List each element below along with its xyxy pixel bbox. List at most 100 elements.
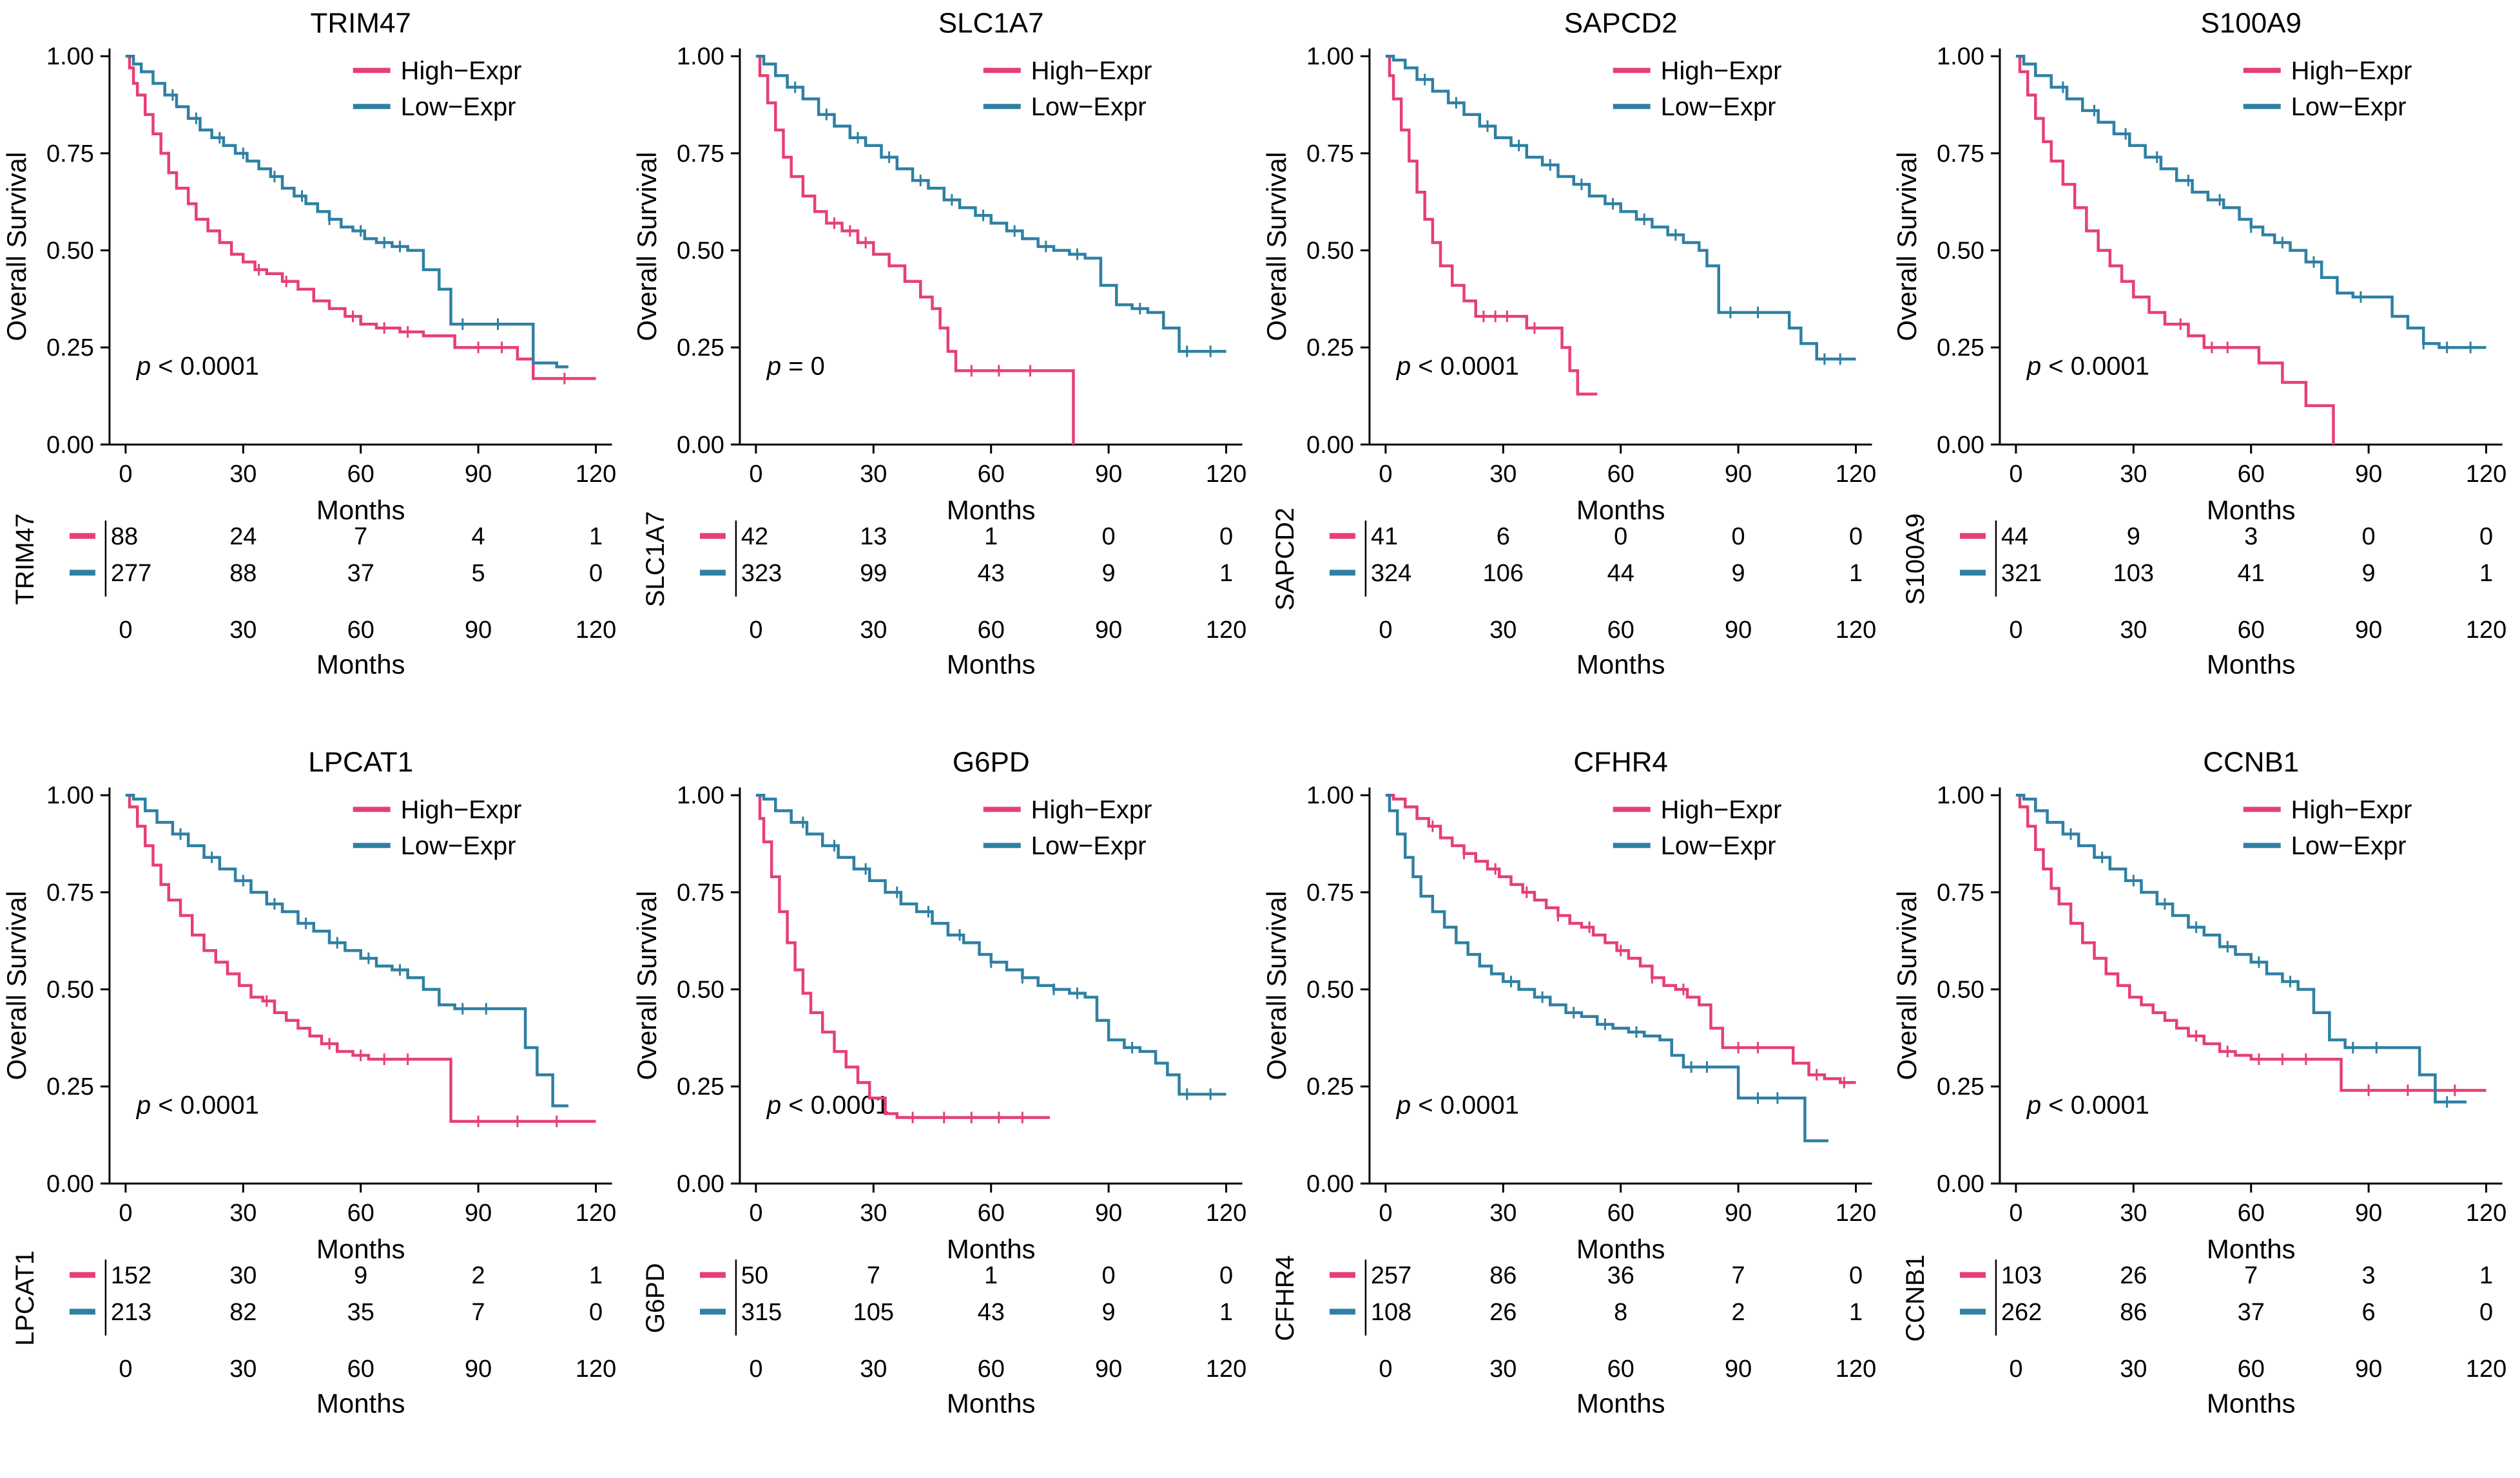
risk-count: 44 xyxy=(2001,523,2028,550)
x-axis-title: Months xyxy=(2206,495,2295,525)
x-axis-title: Months xyxy=(946,1234,1035,1264)
risk-count: 43 xyxy=(977,560,1004,587)
x-tick-label: 120 xyxy=(2465,1200,2506,1227)
risk-gene-label: G6PD xyxy=(641,1263,669,1333)
risk-count: 1 xyxy=(984,1262,998,1289)
survival-curve-low xyxy=(2015,54,2486,349)
risk-count: 105 xyxy=(853,1299,893,1326)
risk-x-tick-label: 90 xyxy=(1095,1356,1122,1383)
risk-count: 1 xyxy=(2479,560,2492,587)
risk-count: 0 xyxy=(1101,523,1115,550)
y-axis-title: Overall Survival xyxy=(1,891,32,1080)
risk-x-tick-label: 0 xyxy=(749,1356,762,1383)
y-tick-label: 0.25 xyxy=(1937,334,1984,361)
risk-gene-label: TRIM47 xyxy=(11,513,39,605)
risk-count: 6 xyxy=(2361,1299,2375,1326)
risk-x-tick-label: 60 xyxy=(977,1356,1004,1383)
p-value-label: p < 0.0001 xyxy=(2026,1091,2149,1119)
x-tick-label: 30 xyxy=(229,461,257,488)
x-axis-title: Months xyxy=(316,495,405,525)
risk-x-tick-label: 30 xyxy=(1489,1356,1517,1383)
risk-x-axis-title: Months xyxy=(2206,1388,2295,1419)
risk-count: 0 xyxy=(1732,523,1745,550)
risk-count: 315 xyxy=(741,1299,781,1326)
risk-x-tick-label: 0 xyxy=(119,1356,132,1383)
survival-curve-high xyxy=(2015,793,2486,1092)
y-tick-label: 0.50 xyxy=(677,977,724,1004)
risk-count: 9 xyxy=(354,1262,367,1289)
x-tick-label: 90 xyxy=(2355,1200,2382,1227)
y-tick-label: 0.75 xyxy=(1937,879,1984,907)
legend-label-low: Low−Expr xyxy=(1031,93,1146,121)
x-tick-label: 60 xyxy=(977,1200,1004,1227)
risk-count: 7 xyxy=(1732,1262,1745,1289)
legend-label-high: High−Expr xyxy=(1031,57,1152,85)
x-tick-label: 0 xyxy=(2009,461,2022,488)
x-tick-label: 90 xyxy=(1095,461,1122,488)
x-tick-label: 0 xyxy=(749,1200,762,1227)
panel-title: S100A9 xyxy=(2200,7,2301,39)
risk-x-tick-label: 0 xyxy=(1379,617,1392,644)
risk-x-tick-label: 0 xyxy=(2009,617,2022,644)
y-tick-label: 0.75 xyxy=(1937,140,1984,168)
y-tick-label: 1.00 xyxy=(1306,782,1354,809)
risk-count: 35 xyxy=(347,1299,374,1326)
risk-count: 7 xyxy=(354,523,367,550)
km-panel-TRIM47: TRIM47 0.00 0.25 0.50 0.75 1.00 0 30 60 90 120 Mont… xyxy=(1,7,616,679)
p-value-label: p < 0.0001 xyxy=(2026,352,2149,380)
risk-count: 277 xyxy=(111,560,151,587)
risk-count: 1 xyxy=(1849,1299,1863,1326)
survival-curve-high xyxy=(755,54,1075,445)
risk-x-axis-title: Months xyxy=(946,649,1035,680)
x-tick-label: 30 xyxy=(2120,461,2147,488)
risk-x-tick-label: 120 xyxy=(2465,617,2506,644)
risk-x-tick-label: 90 xyxy=(1095,617,1122,644)
y-tick-label: 1.00 xyxy=(1937,43,1984,70)
risk-x-tick-label: 30 xyxy=(2120,1356,2147,1383)
x-tick-label: 30 xyxy=(860,461,887,488)
risk-x-tick-label: 30 xyxy=(2120,617,2147,644)
risk-x-tick-label: 120 xyxy=(1836,617,1876,644)
p-value-label: p < 0.0001 xyxy=(136,352,259,380)
risk-count: 1 xyxy=(1849,560,1863,587)
x-tick-label: 60 xyxy=(2237,1200,2264,1227)
risk-count: 0 xyxy=(1219,523,1232,550)
y-tick-label: 0.25 xyxy=(1306,334,1354,361)
risk-count: 108 xyxy=(1371,1299,1411,1326)
y-tick-label: 0.00 xyxy=(1306,1171,1354,1198)
x-tick-label: 90 xyxy=(1725,1200,1752,1227)
legend-label-low: Low−Expr xyxy=(401,93,516,121)
x-tick-label: 120 xyxy=(576,461,616,488)
x-tick-label: 30 xyxy=(2120,1200,2147,1227)
y-tick-label: 0.00 xyxy=(677,1171,724,1198)
risk-count: 6 xyxy=(1497,523,1510,550)
x-axis-title: Months xyxy=(946,495,1035,525)
legend-label-low: Low−Expr xyxy=(1661,832,1776,860)
risk-count: 37 xyxy=(2237,1299,2264,1326)
risk-x-tick-label: 90 xyxy=(465,1356,492,1383)
y-tick-label: 1.00 xyxy=(1937,782,1984,809)
risk-count: 1 xyxy=(589,1262,603,1289)
x-tick-label: 0 xyxy=(1379,461,1392,488)
y-axis-title: Overall Survival xyxy=(631,891,661,1080)
risk-count: 26 xyxy=(1489,1299,1517,1326)
legend-label-high: High−Expr xyxy=(1031,796,1152,824)
x-tick-label: 0 xyxy=(119,1200,132,1227)
risk-count: 103 xyxy=(2001,1262,2041,1289)
risk-count: 41 xyxy=(1371,523,1398,550)
risk-x-tick-label: 120 xyxy=(576,1356,616,1383)
risk-count: 7 xyxy=(866,1262,880,1289)
survival-curve-high xyxy=(1385,793,1856,1084)
risk-count: 3 xyxy=(2361,1262,2375,1289)
x-tick-label: 30 xyxy=(229,1200,257,1227)
risk-count: 86 xyxy=(1489,1262,1517,1289)
risk-count: 1 xyxy=(589,523,603,550)
legend-label-high: High−Expr xyxy=(1661,57,1782,85)
y-axis-title: Overall Survival xyxy=(1261,891,1292,1080)
y-axis-title: Overall Survival xyxy=(1891,152,1921,341)
y-tick-label: 0.75 xyxy=(677,140,724,168)
risk-x-tick-label: 90 xyxy=(1725,617,1752,644)
y-tick-label: 0.25 xyxy=(46,1073,94,1100)
